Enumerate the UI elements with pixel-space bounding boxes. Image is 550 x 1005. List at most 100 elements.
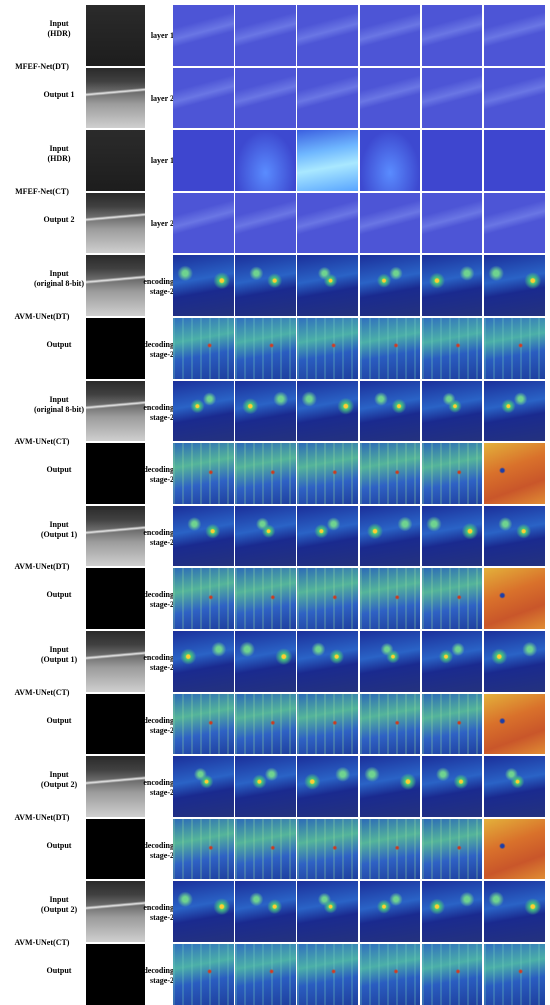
row-label: Output 2 [34, 215, 84, 225]
feature-map-tile [484, 130, 545, 191]
feature-map-tile [173, 568, 234, 629]
input-output-thumbnail [86, 505, 145, 567]
layer-label-text: layer 2 [150, 93, 174, 103]
row-label: Input (Output 1) [34, 520, 84, 540]
row-label-line: Output 2 [43, 214, 75, 224]
feature-map-tile [421, 443, 483, 504]
feature-map-tile [235, 5, 296, 66]
row-label-line: Output [46, 966, 72, 975]
feature-map-tile [235, 505, 296, 567]
feature-map-tile [484, 818, 545, 880]
feature-map-tile [421, 67, 483, 129]
feature-map-tile [359, 693, 421, 755]
feature-map-tile [173, 443, 234, 504]
layer-label: encoding stage-2 [143, 403, 174, 423]
row-label: Output [34, 340, 84, 350]
feature-map-tile [421, 192, 483, 254]
feature-map-tile [235, 944, 296, 1005]
layer-label-text: decoding stage-2 [143, 465, 174, 485]
feature-map-tile [484, 380, 545, 442]
feature-map-tile [421, 693, 483, 755]
row-label-line: Input [49, 895, 69, 905]
layer-label-text: encoding stage-2 [143, 402, 174, 422]
input-output-thumbnail [86, 944, 145, 1005]
feature-map-tile [173, 380, 234, 442]
feature-map-tile [421, 255, 483, 316]
feature-map-tile [484, 505, 545, 567]
feature-map-tile [421, 505, 483, 567]
row-label: Input (Output 2) [34, 770, 84, 790]
feature-map-tile [297, 380, 358, 442]
row-label: Output [34, 590, 84, 600]
input-output-thumbnail [86, 67, 145, 129]
feature-map-tile [359, 380, 421, 442]
layer-label-text: decoding stage-2 [143, 340, 174, 359]
layer-label: layer 1 [146, 31, 174, 41]
feature-map-tile [484, 631, 545, 692]
feature-map-tile [484, 255, 545, 316]
row-label: Input (HDR) [34, 19, 84, 39]
row-label-line: Input [49, 394, 69, 404]
layer-label-text: decoding stage-2 [143, 840, 174, 860]
feature-map-tile [359, 255, 421, 316]
feature-map-tile [421, 130, 483, 191]
feature-map-tile [235, 255, 296, 316]
feature-map-tile [173, 881, 234, 942]
feature-map-tile [421, 380, 483, 442]
input-output-thumbnail [86, 881, 145, 942]
feature-map-tile [173, 631, 234, 692]
feature-map-tile [297, 944, 358, 1005]
feature-map-tile [297, 318, 358, 379]
layer-label: decoding stage-2 [143, 340, 174, 360]
layer-label: decoding stage-2 [143, 966, 174, 986]
feature-map-tile [484, 5, 545, 66]
feature-map-tile [421, 568, 483, 629]
feature-map-tile [235, 881, 296, 942]
row-label-line: (Output 1) [40, 529, 78, 539]
feature-map-tile [297, 631, 358, 692]
feature-map-tile [235, 756, 296, 817]
row-label: Output [34, 966, 84, 976]
feature-map-tile [421, 944, 483, 1005]
layer-label-text: decoding stage-2 [143, 590, 174, 610]
row-label: Output 1 [34, 90, 84, 100]
feature-map-tile [235, 818, 296, 880]
feature-map-tile [173, 818, 234, 880]
input-output-thumbnail [86, 631, 145, 692]
feature-map-tile [484, 67, 545, 129]
row-label-line: Input [49, 19, 69, 28]
feature-map-tile [297, 568, 358, 629]
feature-map-tile [297, 67, 358, 129]
feature-map-tile [297, 756, 358, 817]
layer-label: encoding stage-2 [143, 277, 174, 297]
row-label: Input (HDR) [34, 144, 84, 164]
layer-label: encoding stage-2 [143, 903, 174, 923]
layer-label-text: encoding stage-2 [143, 778, 174, 798]
row-label-line: (HDR) [47, 29, 71, 38]
feature-map-tile [235, 318, 296, 379]
layer-label: decoding stage-2 [143, 465, 174, 485]
group-label: AVM-UNet(DT) [14, 562, 70, 572]
input-output-thumbnail [86, 443, 145, 504]
feature-map-tile [297, 443, 358, 504]
row-label: Input (original 8-bit) [34, 269, 84, 289]
feature-map-tile [484, 192, 545, 254]
layer-label-text: decoding stage-2 [143, 715, 174, 735]
row-label-line: Input [49, 144, 69, 154]
row-label-line: Output 1 [43, 89, 75, 99]
layer-label: layer 2 [146, 94, 174, 104]
feature-map-tile [359, 443, 421, 504]
feature-map-tile [173, 693, 234, 755]
layer-label: layer 1 [146, 156, 174, 166]
feature-map-tile [359, 192, 421, 254]
row-label-line: Input [49, 269, 69, 279]
layer-label: decoding stage-2 [143, 590, 174, 610]
feature-map-tile [484, 443, 545, 504]
row-label: Input (Output 2) [34, 895, 84, 915]
row-label-line: (Output 2) [40, 780, 78, 790]
layer-label: encoding stage-2 [143, 778, 174, 798]
feature-map-tile [359, 505, 421, 567]
layer-label: encoding stage-2 [143, 528, 174, 548]
row-label-line: Output [46, 340, 72, 349]
